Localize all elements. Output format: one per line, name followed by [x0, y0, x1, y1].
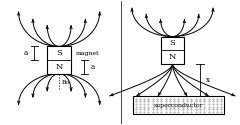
- Text: N: N: [169, 53, 176, 61]
- Text: a: a: [24, 49, 28, 57]
- Text: x: x: [206, 76, 210, 84]
- Text: S: S: [169, 39, 175, 47]
- Text: superconductor: superconductor: [154, 103, 203, 108]
- Text: a: a: [90, 63, 94, 71]
- Text: S: S: [56, 49, 62, 57]
- Text: magnet: magnet: [76, 51, 100, 56]
- Bar: [133, 96, 224, 114]
- Bar: [161, 36, 184, 64]
- Text: N: N: [55, 63, 63, 71]
- Text: Bo: Bo: [61, 80, 70, 85]
- Bar: [47, 46, 71, 74]
